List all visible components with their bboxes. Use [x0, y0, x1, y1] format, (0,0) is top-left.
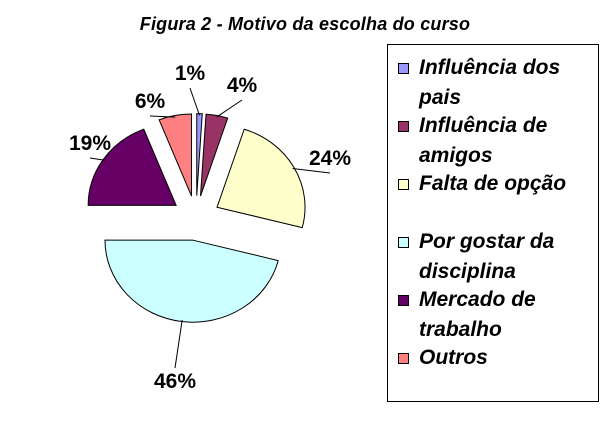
- leader-line: [89, 157, 105, 161]
- data-label: 19%: [69, 132, 111, 155]
- legend-label: Influência dos pais: [419, 56, 561, 109]
- legend-swatch: [398, 295, 409, 306]
- pie-slice: [87, 128, 177, 206]
- data-label: 6%: [135, 90, 166, 113]
- data-label: 4%: [227, 74, 258, 97]
- legend-swatch: [398, 121, 409, 132]
- legend-swatch: [398, 237, 409, 248]
- legend-label: Falta de opção: [419, 172, 567, 195]
- chart-title: Figura 2 - Motivo da escolha do curso: [139, 14, 471, 34]
- pie-slice: [158, 113, 193, 197]
- legend-label: Influência de amigos: [419, 114, 548, 167]
- leader-line: [149, 115, 176, 118]
- legend-swatch: [398, 353, 409, 364]
- pie-slice: [199, 113, 229, 197]
- data-label: 46%: [154, 370, 196, 393]
- legend-label: Outros: [419, 346, 488, 369]
- pie-slice: [104, 239, 279, 323]
- leader-line: [216, 99, 243, 118]
- leader-line: [292, 168, 331, 174]
- legend-label: Por gostar da disciplina: [419, 230, 555, 283]
- leader-line: [189, 87, 200, 116]
- legend-swatch: [398, 63, 409, 74]
- legend-label: Mercado de trabalho: [419, 288, 536, 341]
- legend-swatch: [398, 179, 409, 190]
- data-label: 1%: [175, 62, 206, 85]
- legend: Influência dos pais Influência de amigos F…: [387, 44, 599, 402]
- leader-line: [174, 319, 183, 369]
- pie-slice: [216, 128, 306, 229]
- pie-slice: [196, 113, 203, 196]
- data-label: 24%: [309, 147, 351, 170]
